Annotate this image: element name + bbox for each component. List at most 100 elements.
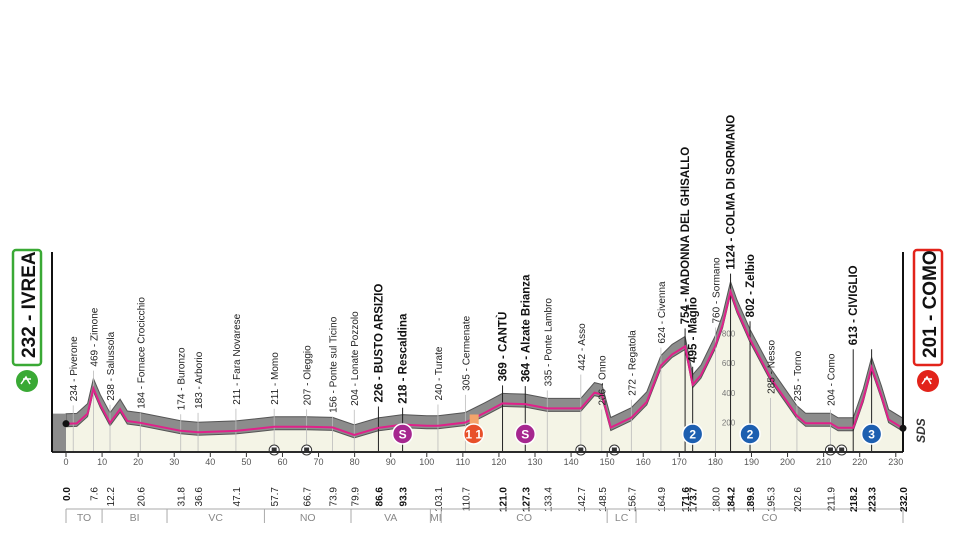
km-label: 142.7 (577, 487, 588, 512)
km-label: 86.6 (374, 487, 385, 507)
waypoint-label: 207 - Oleggio (303, 345, 314, 405)
start-wall (52, 413, 66, 452)
km-label: 20.6 (136, 487, 147, 507)
waypoint-label: 369 - CANTÙ (497, 312, 510, 382)
waypoint-label: 754 - MADONNA DEL GHISALLO (680, 147, 692, 325)
bike-icon (921, 375, 932, 385)
km-label: 211.9 (826, 487, 837, 512)
kom-marker (739, 423, 761, 445)
waypoint-label: 1124 - COLMA DI SORMANO (726, 115, 738, 270)
kom-marker-label: 2 (747, 428, 754, 442)
waypoint-label: 305 - Cermenate (461, 315, 472, 390)
km-label: 93.3 (399, 487, 410, 507)
waypoint-label: 156 - Ponte sul Ticino (329, 316, 340, 413)
finish-label: 201 - COMO (920, 250, 941, 358)
distance-tick-label: 20 (133, 457, 143, 467)
km-label: 36.6 (194, 487, 205, 507)
km-label: 184.2 (727, 487, 738, 512)
km-label: 73.9 (329, 487, 340, 507)
km-label: 180.0 (711, 487, 722, 512)
bike-icon (20, 375, 31, 385)
waypoint-label: 234 - Piverone (69, 336, 80, 401)
km-label: 202.6 (793, 487, 804, 512)
km-label: 223.3 (868, 487, 879, 512)
km-label: 110.7 (461, 487, 472, 512)
sds-logo: SDS (914, 418, 928, 443)
km-label: 218.2 (849, 487, 860, 512)
km-label: 171.6 (681, 487, 692, 512)
distance-tick-label: 10 (97, 457, 107, 467)
waypoint-label: 285 - Nesso (767, 339, 778, 393)
tunnel-icon (827, 447, 833, 453)
finish-point (899, 424, 907, 432)
altitude-tick-label: 800 (722, 330, 736, 339)
km-label: 148.5 (598, 487, 609, 512)
km-label: 0.0 (62, 487, 73, 501)
level-crossing-icon (271, 447, 277, 453)
kom-marker-label: 3 (868, 428, 875, 442)
tunnel-icon (578, 447, 584, 453)
tunnel-icon (839, 447, 845, 453)
route-line (65, 288, 904, 436)
region-code: CO (762, 512, 778, 524)
region-code: VC (208, 512, 223, 524)
finish-icon (917, 370, 939, 392)
waypoint-label: 272 - Regatola (627, 330, 638, 396)
kom-marker-label: 2 (689, 428, 696, 442)
km-label: 12.2 (106, 487, 117, 507)
waypoint-label: 204 - Como (826, 353, 837, 406)
distance-tick-label: 140 (564, 457, 579, 467)
km-label: 66.7 (303, 487, 314, 507)
distance-tick-label: 50 (241, 457, 251, 467)
km-label: 164.9 (657, 487, 668, 512)
feed-marker (462, 423, 485, 445)
start-label: 232 - IVREA (19, 251, 40, 358)
km-label: 57.7 (270, 487, 281, 507)
waypoint-lines: 200 400 600 800 (72, 273, 873, 452)
region-code: CO (516, 512, 532, 524)
waypoint-label: 495 - Maglio (688, 297, 700, 363)
region-code: VA (384, 512, 397, 524)
waypoint-label: 624 - Civenna (657, 281, 668, 344)
distance-tick-label: 200 (780, 457, 795, 467)
waypoint-label: 364 - Alzate Brianza (520, 274, 532, 382)
region-code: TO (77, 512, 91, 524)
km-label: 127.3 (521, 487, 532, 512)
km-label: 79.9 (350, 487, 361, 507)
distance-tick-label: 120 (491, 457, 506, 467)
distance-tick-label: 190 (744, 457, 759, 467)
waypoint-label: 760 - Sormano (711, 257, 722, 324)
distance-tick-label: 230 (888, 457, 903, 467)
waypoint-label: 184 - Fornace Crocicchio (136, 297, 147, 409)
waypoint-label: 211 - Fara Novarese (232, 313, 243, 404)
waypoint-label: 211 - Momo (270, 352, 281, 405)
chart-background (66, 293, 903, 452)
km-label: 156.7 (627, 487, 638, 512)
start-label-box (11, 248, 43, 367)
finish-label-box (912, 248, 944, 367)
km-label: 195.3 (767, 487, 778, 512)
start-finish: 232 - IVREA 201 - COMO SDS (11, 248, 944, 452)
distance-tick-label: 100 (419, 457, 434, 467)
start-icon (16, 370, 38, 392)
altitude-tick-label: 600 (722, 359, 736, 368)
km-label: 173.7 (689, 487, 700, 512)
waypoint-label: 235 - Torno (793, 350, 804, 401)
sprint-marker (514, 423, 537, 445)
region-code: BI (130, 512, 140, 524)
distance-tick-label: 150 (600, 457, 615, 467)
waypoint-label: 204 - Lonate Pozzolo (350, 311, 361, 406)
waypoint-label: 218 - Rescaldina (398, 313, 410, 404)
km-label: 189.6 (746, 487, 757, 512)
waypoint-label: 613 - CIVIGLIO (848, 265, 860, 345)
waypoint-label: 206 - Onno (598, 355, 609, 405)
distance-tick-label: 220 (852, 457, 867, 467)
distance-tick-label: 210 (816, 457, 831, 467)
distance-tick-label: 180 (708, 457, 723, 467)
waypoint-labels: 234 - Piverone 469 - Zimone 238 - Salussol… (69, 115, 860, 413)
distance-tick-label: 30 (169, 457, 179, 467)
distance-tick-label: 170 (672, 457, 687, 467)
distance-tick-label: 70 (314, 457, 324, 467)
waypoint-label: 238 - Salussola (106, 331, 117, 400)
